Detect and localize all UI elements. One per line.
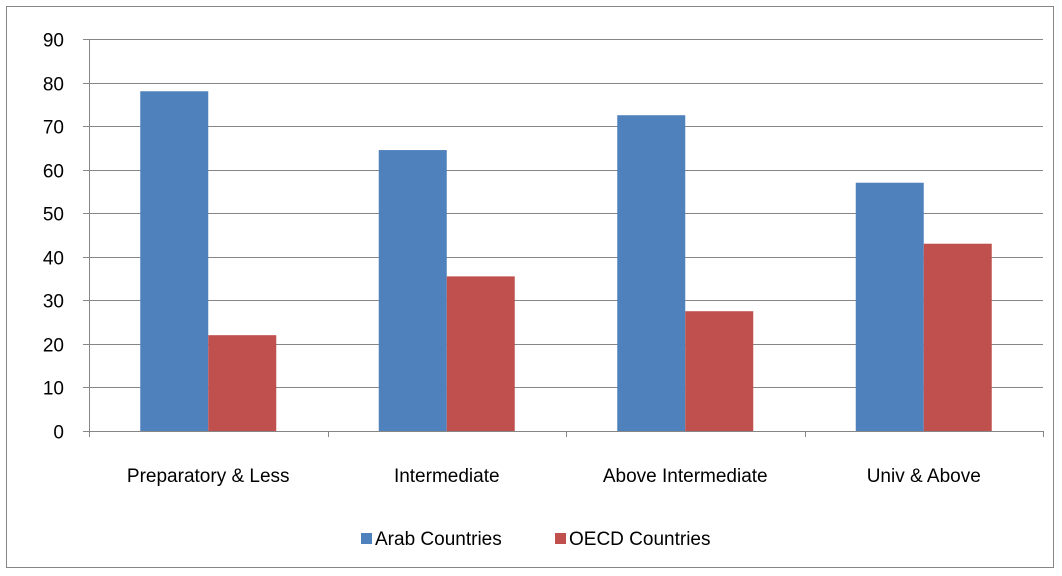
bar-oecd-countries <box>685 311 754 431</box>
y-axis-ticks: 0 10 20 30 40 50 60 70 80 90 <box>43 31 89 444</box>
bar-oecd-countries <box>208 335 277 431</box>
y-tick-label: 20 <box>43 336 64 357</box>
legend-label: OECD Countries <box>569 529 711 550</box>
legend-label: Arab Countries <box>375 529 502 550</box>
x-category-label: Above Intermediate <box>603 466 768 487</box>
x-category-label: Univ & Above <box>867 466 981 487</box>
y-tick-label: 50 <box>43 205 64 226</box>
x-axis-labels: Preparatory & Less Intermediate Above Inte… <box>127 466 981 487</box>
bar-oecd-countries <box>923 243 992 431</box>
axes <box>89 39 1044 437</box>
y-tick-label: 10 <box>43 379 64 400</box>
x-category-label: Preparatory & Less <box>127 466 290 487</box>
bar-arab-countries <box>617 115 686 431</box>
y-tick-label: 0 <box>53 423 64 444</box>
y-tick-label: 30 <box>43 292 64 313</box>
x-category-label: Intermediate <box>394 466 500 487</box>
bars <box>140 91 992 432</box>
bar-oecd-countries <box>446 276 515 431</box>
y-tick-label: 70 <box>43 118 64 139</box>
legend: Arab Countries OECD Countries <box>361 529 711 550</box>
y-tick-label: 90 <box>43 31 64 52</box>
legend-swatch <box>361 533 372 544</box>
bar-arab-countries <box>378 150 447 432</box>
bar-arab-countries <box>140 91 209 432</box>
bar-arab-countries <box>855 182 924 431</box>
y-tick-label: 40 <box>43 249 64 270</box>
y-tick-label: 60 <box>43 162 64 183</box>
y-tick-label: 80 <box>43 75 64 96</box>
legend-swatch <box>555 533 566 544</box>
